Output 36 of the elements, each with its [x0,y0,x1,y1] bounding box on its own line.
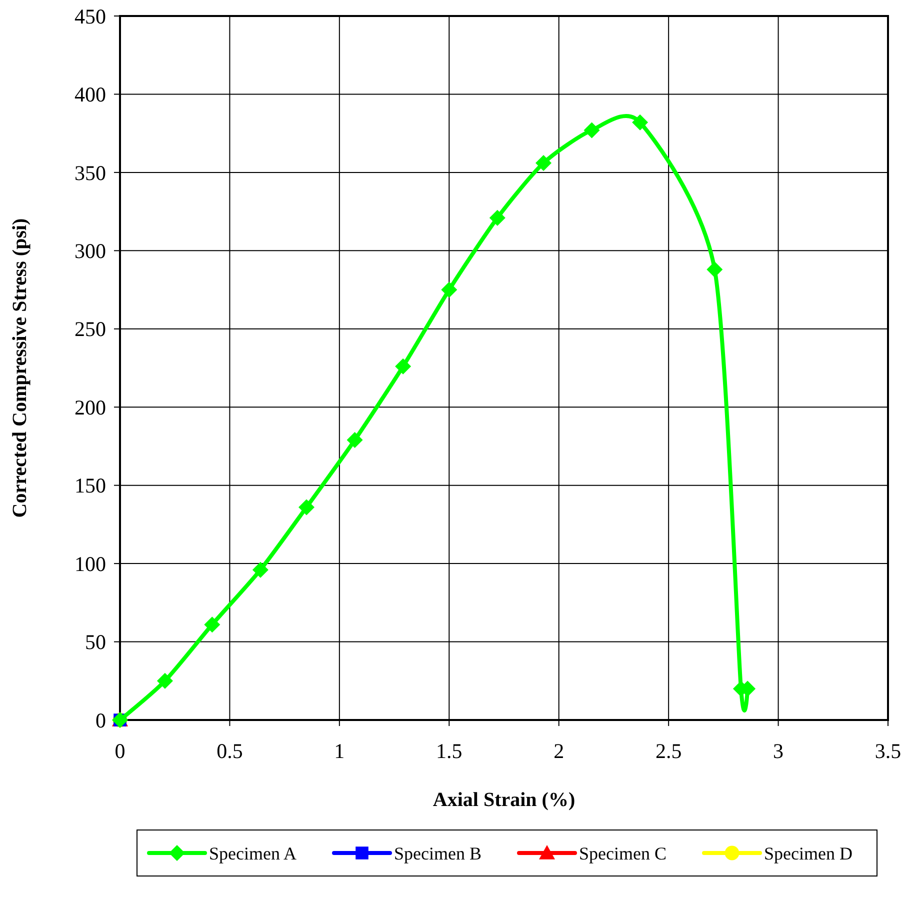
point [346,432,363,448]
legend-label: Specimen C [579,843,666,864]
x-tick-label: 1.5 [436,739,462,763]
point [156,672,173,689]
y-tick-label: 50 [85,630,106,654]
point [632,114,648,130]
point [252,562,268,578]
point [584,122,600,138]
x-tick-label: 0 [114,739,126,763]
x-tick-label: 3.5 [874,739,902,763]
y-tick-label: 350 [74,160,106,185]
y-tick-label: 150 [74,474,106,498]
y-axis-title: Corrected Compressive Stress (psi) [9,218,31,518]
y-tick-label: 0 [96,708,106,732]
x-tick-label: 3 [773,739,784,763]
x-tick-label: 0.5 [216,739,243,763]
y-tick-label: 400 [74,82,106,107]
point [395,358,412,374]
legend-label: Specimen B [394,843,482,864]
point [298,499,315,516]
legend-label: Specimen A [209,843,296,864]
y-tick-label: 200 [74,395,106,420]
y-tick-label: 450 [74,4,106,28]
x-tick-label: 2.5 [655,739,682,763]
x-axis-title: Axial Strain (%) [432,789,576,811]
point [535,155,552,172]
legend-label: Specimen D [764,843,852,864]
point [441,282,458,298]
y-tick-label: 300 [74,239,106,264]
point [489,210,506,226]
x-tick-label: 1 [334,739,345,763]
y-tick-label: 250 [74,317,106,342]
y-tick-label: 100 [74,552,106,576]
point [706,261,723,278]
x-tick-label: 2 [554,739,564,763]
point [204,616,220,633]
